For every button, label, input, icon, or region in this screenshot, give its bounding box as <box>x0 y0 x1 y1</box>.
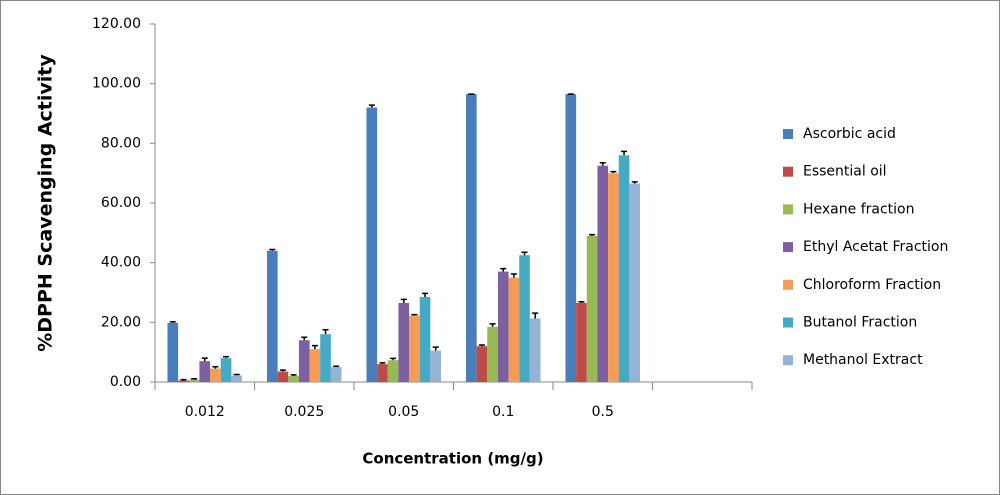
y-tick-label: 120.00 <box>92 16 141 32</box>
bar <box>476 346 488 382</box>
bar <box>231 375 243 382</box>
error-bar <box>269 248 276 251</box>
bar <box>220 358 232 382</box>
error-bar <box>379 362 386 365</box>
bar <box>298 340 310 382</box>
bar <box>398 302 410 382</box>
error-bar <box>212 366 219 369</box>
bar <box>330 367 342 382</box>
legend-label: Essential oil <box>803 164 887 180</box>
error-bar <box>411 313 418 316</box>
error-bar <box>279 369 286 372</box>
bar <box>366 107 378 383</box>
y-tick-label: 80.00 <box>101 135 141 151</box>
error-bar <box>368 104 375 108</box>
x-tick-label: 0.012 <box>185 404 225 420</box>
error-bar <box>599 161 606 166</box>
bar <box>465 94 477 382</box>
bar <box>188 379 200 382</box>
bar <box>266 250 278 382</box>
bar <box>576 302 587 382</box>
bar <box>618 155 630 382</box>
bar <box>387 360 399 382</box>
y-tick-label: 60.00 <box>101 195 141 211</box>
error-bar <box>390 357 397 361</box>
bar <box>409 315 420 382</box>
legend-label: Methanol Extract <box>803 352 923 368</box>
bar <box>519 255 530 382</box>
x-axis-title: Concentration (mg/g) <box>362 450 543 468</box>
error-bar <box>201 357 208 362</box>
error-bar <box>610 170 617 174</box>
error-bar <box>233 373 240 376</box>
error-bar <box>621 150 628 156</box>
bar <box>497 271 509 382</box>
error-bar <box>532 312 539 319</box>
bar <box>608 173 619 382</box>
bar <box>565 94 577 382</box>
bar <box>167 322 179 382</box>
error-bar <box>322 329 329 335</box>
error-bar <box>311 344 318 350</box>
error-bar <box>223 355 230 359</box>
error-bar <box>422 292 429 297</box>
bar <box>178 380 189 382</box>
legend-label: Butanol Fraction <box>803 315 917 331</box>
error-bar <box>191 377 198 380</box>
x-tick-label: 0.5 <box>592 404 614 420</box>
legend-swatch <box>783 355 793 366</box>
error-bar <box>578 300 585 303</box>
x-tick-label: 0.05 <box>388 404 419 420</box>
y-tick-label: 20.00 <box>101 314 141 330</box>
error-bar <box>301 336 308 341</box>
legend-swatch <box>783 317 793 328</box>
bar <box>320 334 331 382</box>
bar <box>419 296 431 382</box>
error-bar <box>333 365 340 368</box>
error-bar <box>510 273 517 278</box>
error-bar <box>489 323 496 327</box>
error-bar <box>169 320 176 323</box>
bar <box>377 364 388 382</box>
legend-swatch <box>783 242 793 253</box>
legend-label: Ascorbic acid <box>803 126 896 142</box>
y-tick-label: 100.00 <box>92 76 141 92</box>
error-bar <box>589 233 596 236</box>
bar <box>597 165 609 382</box>
bar <box>199 361 211 382</box>
bar <box>629 183 641 382</box>
bar <box>288 376 299 382</box>
legend-swatch <box>783 129 793 139</box>
error-bar <box>500 267 507 272</box>
error-bar <box>631 181 638 184</box>
legend-label: Hexane fraction <box>803 201 914 217</box>
legend-swatch <box>783 279 793 290</box>
bar <box>277 371 289 382</box>
error-bar <box>478 344 485 347</box>
y-axis-title: %DPPH Scavenging Activity <box>35 54 57 352</box>
bar <box>586 235 598 382</box>
legend-swatch <box>783 166 793 177</box>
bar <box>529 318 541 382</box>
error-bar <box>432 346 439 351</box>
legend-swatch <box>783 204 793 215</box>
bar <box>309 349 321 382</box>
bar <box>487 326 498 382</box>
y-tick-label: 0.00 <box>110 374 141 390</box>
error-bar <box>400 298 407 303</box>
y-tick-label: 40.00 <box>101 255 141 271</box>
bar <box>430 350 442 382</box>
bar <box>210 368 221 382</box>
legend-label: Chloroform Fraction <box>803 277 941 293</box>
error-bar <box>180 378 187 381</box>
legend-label: Ethyl Acetat Fraction <box>803 239 948 255</box>
x-tick-label: 0.1 <box>492 404 514 420</box>
error-bar <box>290 374 297 377</box>
x-tick-label: 0.025 <box>284 404 324 420</box>
error-bar <box>521 251 528 256</box>
bar <box>508 277 520 382</box>
